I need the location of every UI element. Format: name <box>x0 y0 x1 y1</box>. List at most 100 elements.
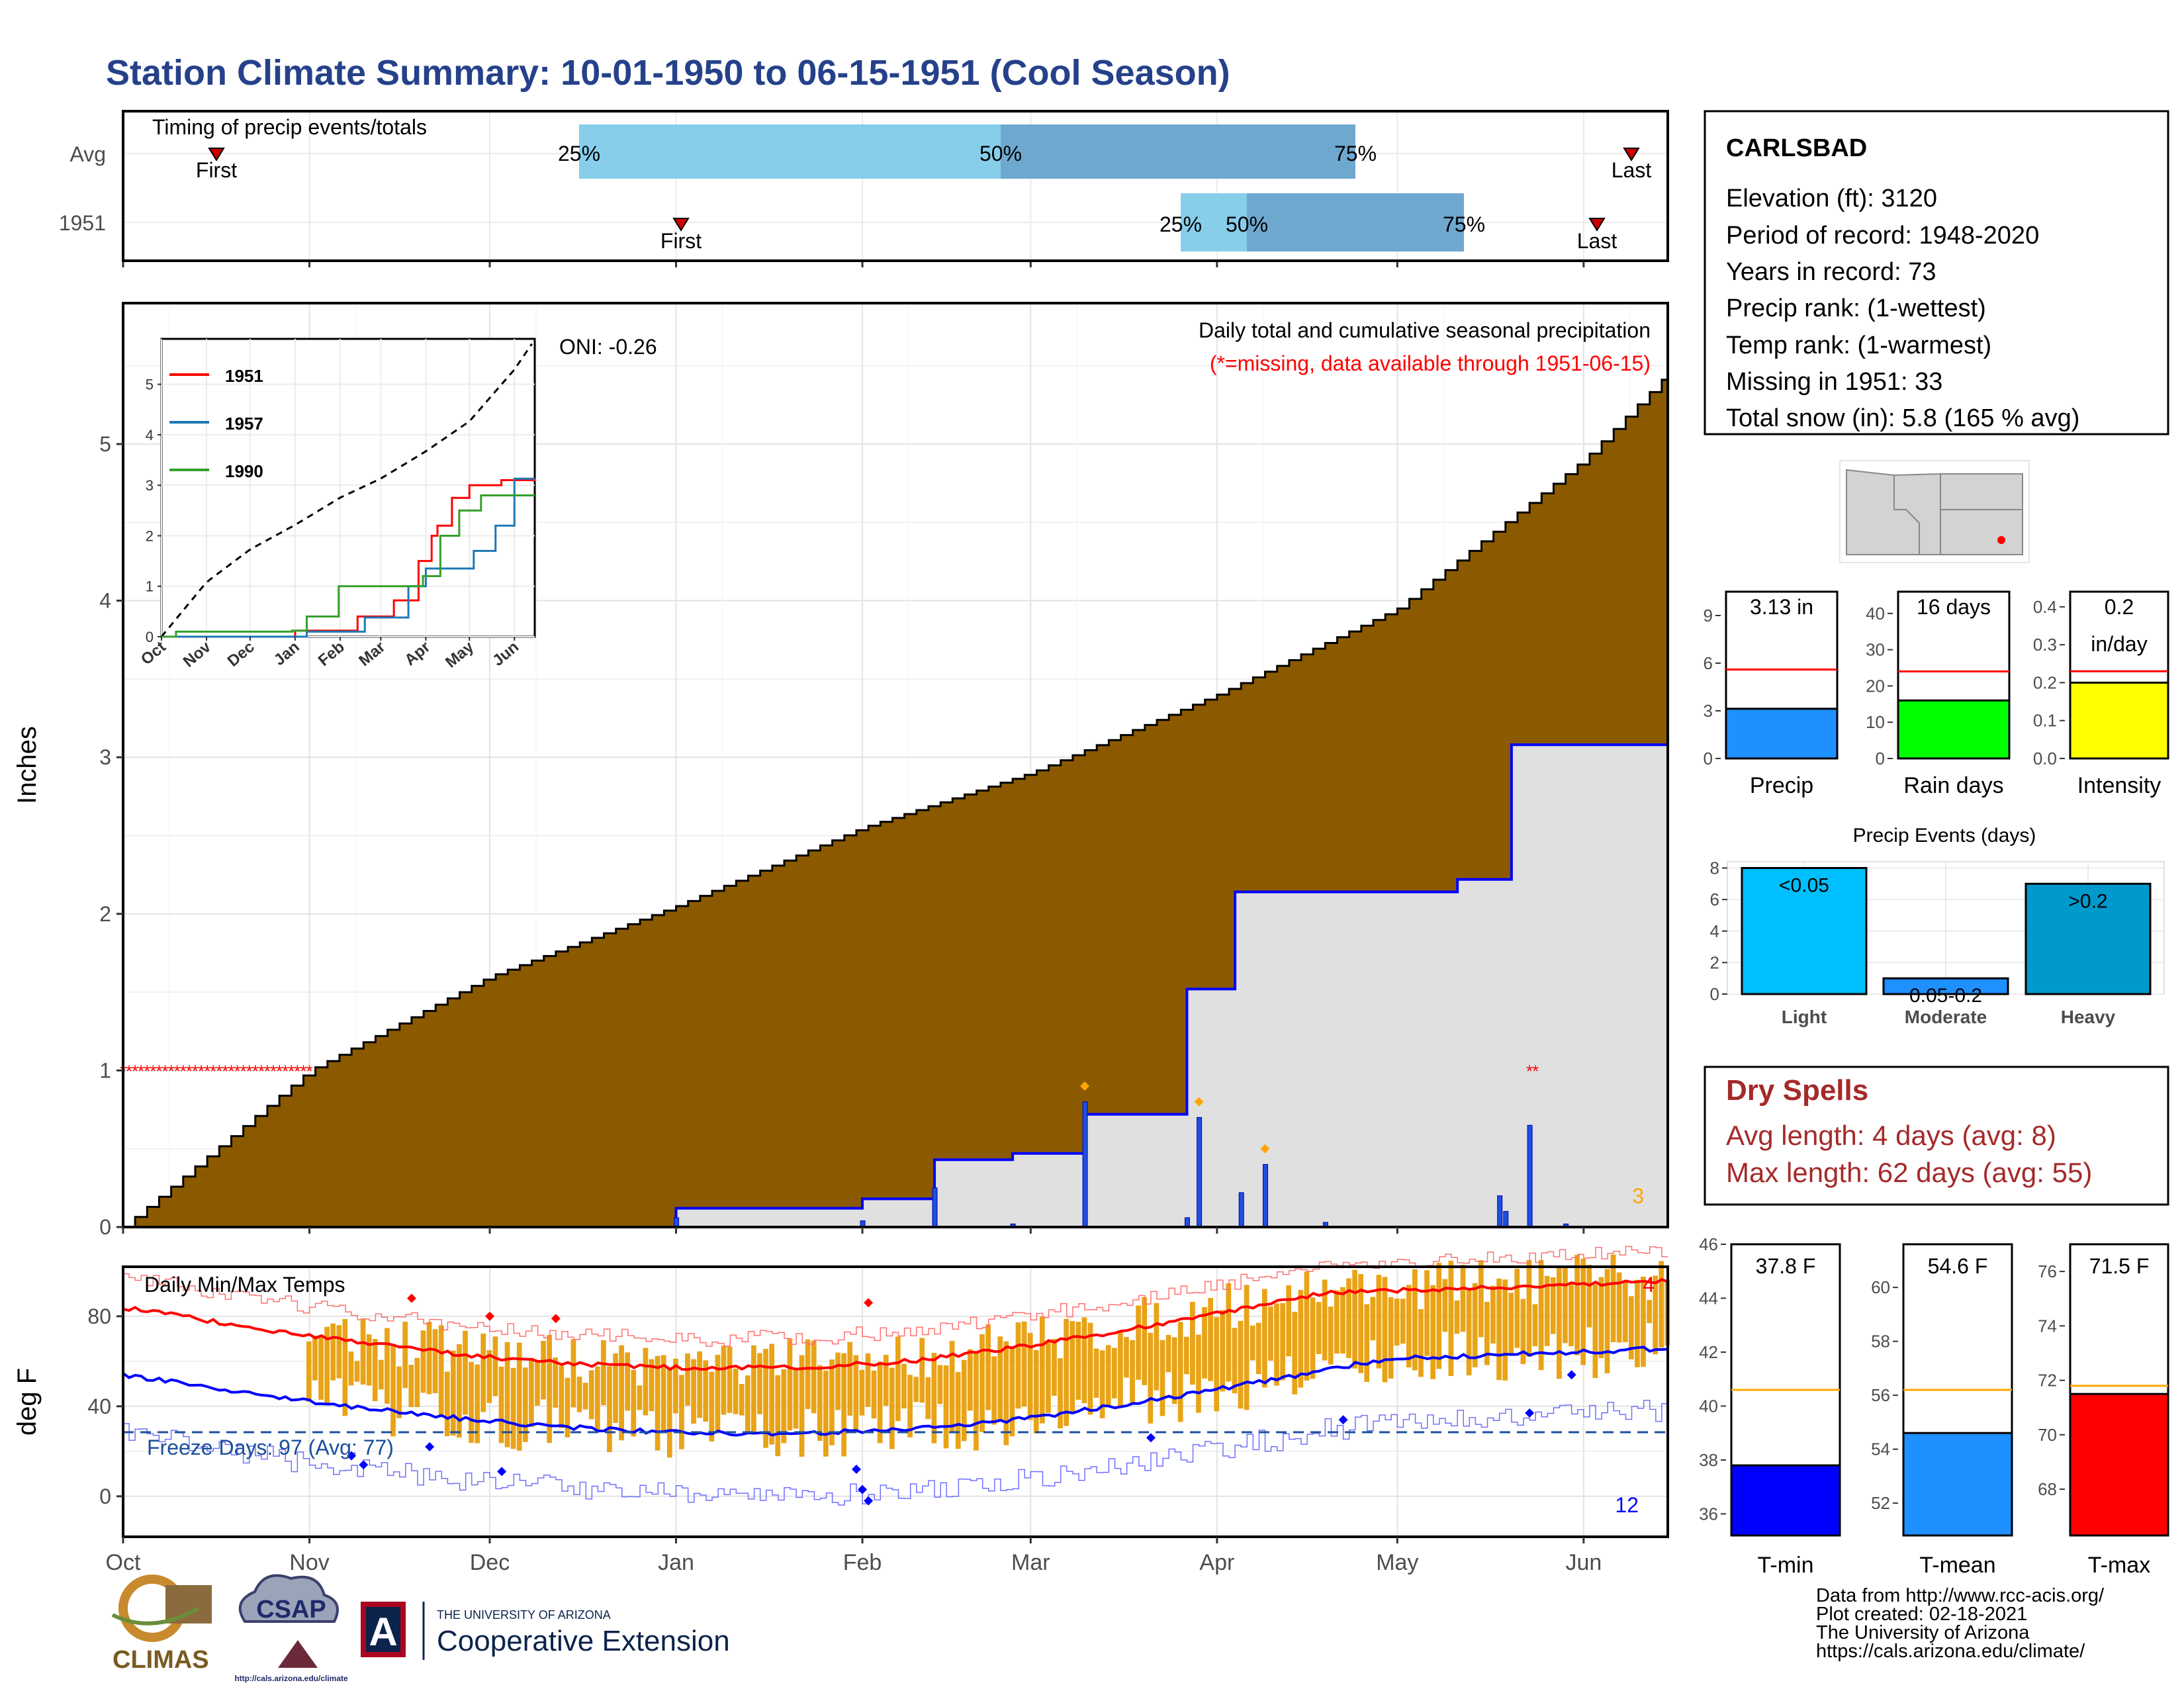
event-category: Moderate <box>1905 1007 1987 1027</box>
station-period: Period of record: 1948-2020 <box>1726 222 2039 250</box>
intensity-y-tick: 0.3 <box>2033 635 2057 655</box>
avg-25-label: 25% <box>558 142 600 165</box>
precip-y-tick: 5 <box>99 432 111 456</box>
avg-max-line <box>122 1278 1668 1371</box>
event-bar <box>1882 977 2009 995</box>
svg-text:*: * <box>216 1061 222 1081</box>
intensity-y-tick: 0.0 <box>2033 749 2057 768</box>
timing-panel-label: Timing of precip events/totals <box>152 115 427 139</box>
station-temp-rank: Temp rank: (1-warmest) <box>1726 332 1991 359</box>
svg-text:*: * <box>228 1061 234 1081</box>
avg-first-label: First <box>196 158 237 182</box>
svg-text:*: * <box>198 1061 205 1081</box>
precip-y-tick: 3 <box>99 745 111 769</box>
svg-text:*: * <box>192 1061 199 1081</box>
month-tick: Mar <box>1011 1550 1050 1575</box>
precip-y-tick: 3 <box>1704 701 1713 721</box>
inset-chart: 0 1 2 3 4 5 Oct Nov Dec Jan Feb Mar Apr May Jun 1951 … <box>138 338 536 672</box>
precip-caption: Daily total and cumulative seasonal prec… <box>1199 318 1651 342</box>
tmax-bar <box>2069 1393 2169 1537</box>
y1951-75-label: 75% <box>1443 212 1485 236</box>
station-precip-rank: Precip rank: (1-wettest) <box>1726 295 1986 322</box>
inset-x-tick: Jun <box>489 638 522 670</box>
svg-text:*: * <box>144 1061 150 1081</box>
mini-temp-charts: 37.8 F 36 38 40 42 44 46 T-min 54.6 F 52 54 56 58 60 T… <box>1699 1234 2169 1578</box>
y1951-50-75-bar <box>1247 193 1464 251</box>
tmean-y-tick: 54 <box>1871 1440 1890 1459</box>
month-tick: Jan <box>658 1550 694 1575</box>
svg-text:*: * <box>156 1061 162 1081</box>
timing-panel: Timing of precip events/totals Avg 1951 … <box>59 110 1669 267</box>
avg-min-line <box>122 1346 1668 1437</box>
tmin-y-tick: 38 <box>1699 1450 1718 1470</box>
y1951-first-marker <box>672 218 690 232</box>
inset-y-tick: 1 <box>146 578 154 595</box>
tmean-y-tick: 58 <box>1871 1332 1890 1351</box>
avg-last-label: Last <box>1612 158 1652 182</box>
inset-legend: 1951 1957 1990 <box>169 366 263 481</box>
intensity-value-label: 0.2 <box>2105 595 2134 619</box>
precip-y-tick: 2 <box>99 902 111 926</box>
precip-bar <box>1725 708 1839 760</box>
event-y-tick: 0 <box>1710 984 1719 1004</box>
station-location-dot <box>1997 536 2005 544</box>
inset-x-tick: Nov <box>180 637 215 670</box>
month-tick: Oct <box>106 1550 141 1575</box>
inset-x-tick: Oct <box>138 638 169 668</box>
timing-row-1951: 1951 <box>59 211 106 235</box>
tmean-y-tick: 60 <box>1871 1277 1890 1297</box>
record-max-line <box>123 1246 1668 1347</box>
event-y-tick: 2 <box>1710 952 1719 972</box>
svg-text:*: * <box>306 1061 312 1081</box>
svg-text:*: * <box>1526 1061 1533 1081</box>
tmax-y-tick: 72 <box>2038 1371 2057 1391</box>
tmax-y-tick: 74 <box>2038 1316 2057 1336</box>
freeze-days-label: Freeze Days: 97 (Avg: 77) <box>147 1436 394 1459</box>
tmean-y-tick: 56 <box>1871 1385 1890 1405</box>
max-count-label: 4 <box>1643 1273 1655 1297</box>
event-y-tick: 4 <box>1710 921 1719 941</box>
inset-x-tick: Dec <box>224 638 258 670</box>
avg-25-50-bar <box>579 124 1001 179</box>
svg-text:*: * <box>288 1061 295 1081</box>
station-missing: Missing in 1951: 33 <box>1726 368 1942 396</box>
inset-y-tick: 5 <box>146 377 154 393</box>
climas-logo: CLIMAS <box>111 1575 212 1674</box>
tmin-y-tick: 42 <box>1699 1342 1718 1362</box>
station-name: CARLSBAD <box>1726 134 1867 162</box>
svg-text:*: * <box>204 1061 210 1081</box>
svg-text:Cooperative Extension: Cooperative Extension <box>437 1625 730 1657</box>
y1951-last-label: Last <box>1577 229 1617 253</box>
inset-x-tick: Apr <box>401 638 433 669</box>
tmin-y-tick: 46 <box>1699 1234 1718 1254</box>
tmean-y-tick: 52 <box>1871 1493 1890 1513</box>
svg-text:*: * <box>300 1061 306 1081</box>
svg-text:*: * <box>222 1061 228 1081</box>
svg-text:*: * <box>252 1061 259 1081</box>
raindays-axis-label: Rain days <box>1903 773 2003 798</box>
intensity-y-tick: 0.2 <box>2033 672 2057 692</box>
temp-panel: 0 40 80 deg F Daily Min/Max Temps Freeze D… <box>13 1246 1670 1575</box>
tmin-bar <box>1730 1464 1841 1537</box>
month-tick: Jun <box>1565 1550 1602 1575</box>
tmean-bar <box>1902 1432 2013 1537</box>
svg-text:*: * <box>270 1061 277 1081</box>
precip-y-axis-label: Inches <box>13 726 42 804</box>
svg-text:*: * <box>276 1061 283 1081</box>
svg-text:*: * <box>126 1061 132 1081</box>
tmin-y-tick: 36 <box>1699 1504 1718 1524</box>
dry-spells-box: Dry Spells Avg length: 4 days (avg: 8) M… <box>1704 1066 2169 1206</box>
inset-y-tick: 2 <box>146 527 154 544</box>
temp-y-tick: 80 <box>87 1304 111 1328</box>
svg-text:*: * <box>264 1061 271 1081</box>
intensity-value-label: in/day <box>2091 632 2147 656</box>
raindays-value-label: 16 days <box>1917 595 1991 619</box>
intensity-y-tick: 0.4 <box>2033 597 2057 617</box>
svg-text:*: * <box>234 1061 240 1081</box>
raindays-y-tick: 10 <box>1866 712 1885 732</box>
legend-1951: 1951 <box>225 366 263 386</box>
temp-y-tick: 0 <box>99 1485 111 1508</box>
avg-last-marker <box>1623 148 1640 161</box>
cumulative-1951-area <box>123 737 1668 1227</box>
inset-x-tick: Feb <box>315 638 348 670</box>
